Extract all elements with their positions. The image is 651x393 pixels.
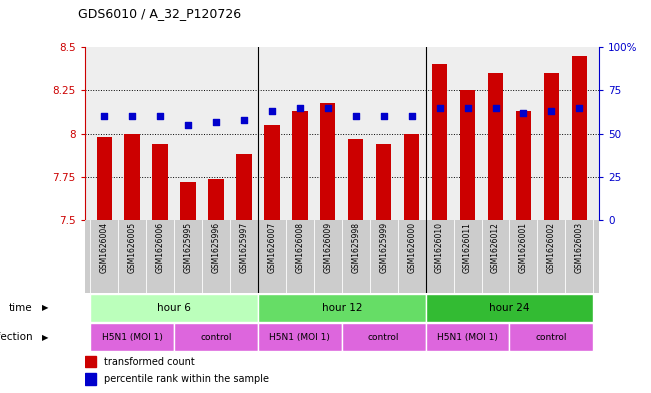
Text: transformed count: transformed count bbox=[104, 356, 195, 367]
Bar bbox=[320, 103, 335, 220]
Bar bbox=[258, 323, 342, 351]
Text: hour 12: hour 12 bbox=[322, 303, 362, 313]
Text: GSM1626006: GSM1626006 bbox=[156, 222, 165, 274]
Text: control: control bbox=[201, 333, 232, 342]
Bar bbox=[432, 64, 447, 220]
Bar bbox=[404, 134, 419, 220]
Point bbox=[99, 113, 109, 119]
Point bbox=[406, 113, 417, 119]
Text: GSM1625995: GSM1625995 bbox=[184, 222, 193, 274]
Bar bbox=[510, 323, 593, 351]
Point bbox=[295, 105, 305, 111]
Bar bbox=[208, 178, 224, 220]
Bar bbox=[258, 294, 426, 322]
Text: control: control bbox=[368, 333, 400, 342]
Text: GSM1626003: GSM1626003 bbox=[575, 222, 584, 274]
Text: GSM1626001: GSM1626001 bbox=[519, 222, 528, 273]
Point bbox=[518, 110, 529, 116]
Text: GSM1626000: GSM1626000 bbox=[407, 222, 416, 274]
Text: hour 24: hour 24 bbox=[490, 303, 530, 313]
Text: GSM1626007: GSM1626007 bbox=[268, 222, 277, 274]
Point bbox=[127, 113, 137, 119]
Bar bbox=[174, 323, 258, 351]
Point bbox=[546, 108, 557, 114]
Text: infection: infection bbox=[0, 332, 33, 342]
Text: GDS6010 / A_32_P120726: GDS6010 / A_32_P120726 bbox=[78, 7, 242, 20]
Bar bbox=[488, 73, 503, 220]
Bar bbox=[124, 134, 140, 220]
Text: H5N1 (MOI 1): H5N1 (MOI 1) bbox=[102, 333, 163, 342]
Text: ▶: ▶ bbox=[42, 303, 49, 312]
Point bbox=[211, 118, 221, 125]
Bar bbox=[516, 111, 531, 220]
Bar bbox=[426, 323, 510, 351]
Point bbox=[350, 113, 361, 119]
Point bbox=[267, 108, 277, 114]
Text: GSM1626011: GSM1626011 bbox=[463, 222, 472, 273]
Bar bbox=[292, 111, 307, 220]
Bar bbox=[572, 56, 587, 220]
Bar bbox=[264, 125, 279, 220]
Bar bbox=[376, 144, 391, 220]
Point bbox=[155, 113, 165, 119]
Bar bbox=[236, 154, 252, 220]
Point bbox=[490, 105, 501, 111]
Bar bbox=[180, 182, 196, 220]
Bar bbox=[90, 294, 258, 322]
Bar bbox=[426, 294, 593, 322]
Text: GSM1626009: GSM1626009 bbox=[324, 222, 332, 274]
Text: hour 6: hour 6 bbox=[157, 303, 191, 313]
Point bbox=[574, 105, 585, 111]
Text: GSM1626012: GSM1626012 bbox=[491, 222, 500, 273]
Text: GSM1626004: GSM1626004 bbox=[100, 222, 109, 274]
Text: H5N1 (MOI 1): H5N1 (MOI 1) bbox=[437, 333, 498, 342]
Text: GSM1626010: GSM1626010 bbox=[435, 222, 444, 273]
Text: GSM1625997: GSM1625997 bbox=[240, 222, 249, 274]
Text: GSM1626002: GSM1626002 bbox=[547, 222, 556, 273]
Text: GSM1626005: GSM1626005 bbox=[128, 222, 137, 274]
Point bbox=[462, 105, 473, 111]
Bar bbox=[85, 356, 96, 367]
Text: ▶: ▶ bbox=[42, 333, 49, 342]
Bar bbox=[460, 90, 475, 220]
Text: GSM1625996: GSM1625996 bbox=[212, 222, 221, 274]
Text: control: control bbox=[536, 333, 567, 342]
Text: H5N1 (MOI 1): H5N1 (MOI 1) bbox=[270, 333, 330, 342]
Text: GSM1626008: GSM1626008 bbox=[296, 222, 305, 273]
Point bbox=[323, 105, 333, 111]
Bar bbox=[96, 137, 112, 220]
Point bbox=[239, 117, 249, 123]
Text: GSM1625999: GSM1625999 bbox=[379, 222, 388, 274]
Point bbox=[183, 122, 193, 128]
Bar bbox=[348, 139, 363, 220]
Point bbox=[434, 105, 445, 111]
Bar bbox=[342, 323, 426, 351]
Text: GSM1625998: GSM1625998 bbox=[352, 222, 360, 273]
Bar bbox=[85, 373, 96, 386]
Text: time: time bbox=[9, 303, 33, 313]
Bar bbox=[90, 323, 174, 351]
Bar bbox=[152, 144, 168, 220]
Bar bbox=[544, 73, 559, 220]
Text: percentile rank within the sample: percentile rank within the sample bbox=[104, 375, 269, 384]
Point bbox=[378, 113, 389, 119]
